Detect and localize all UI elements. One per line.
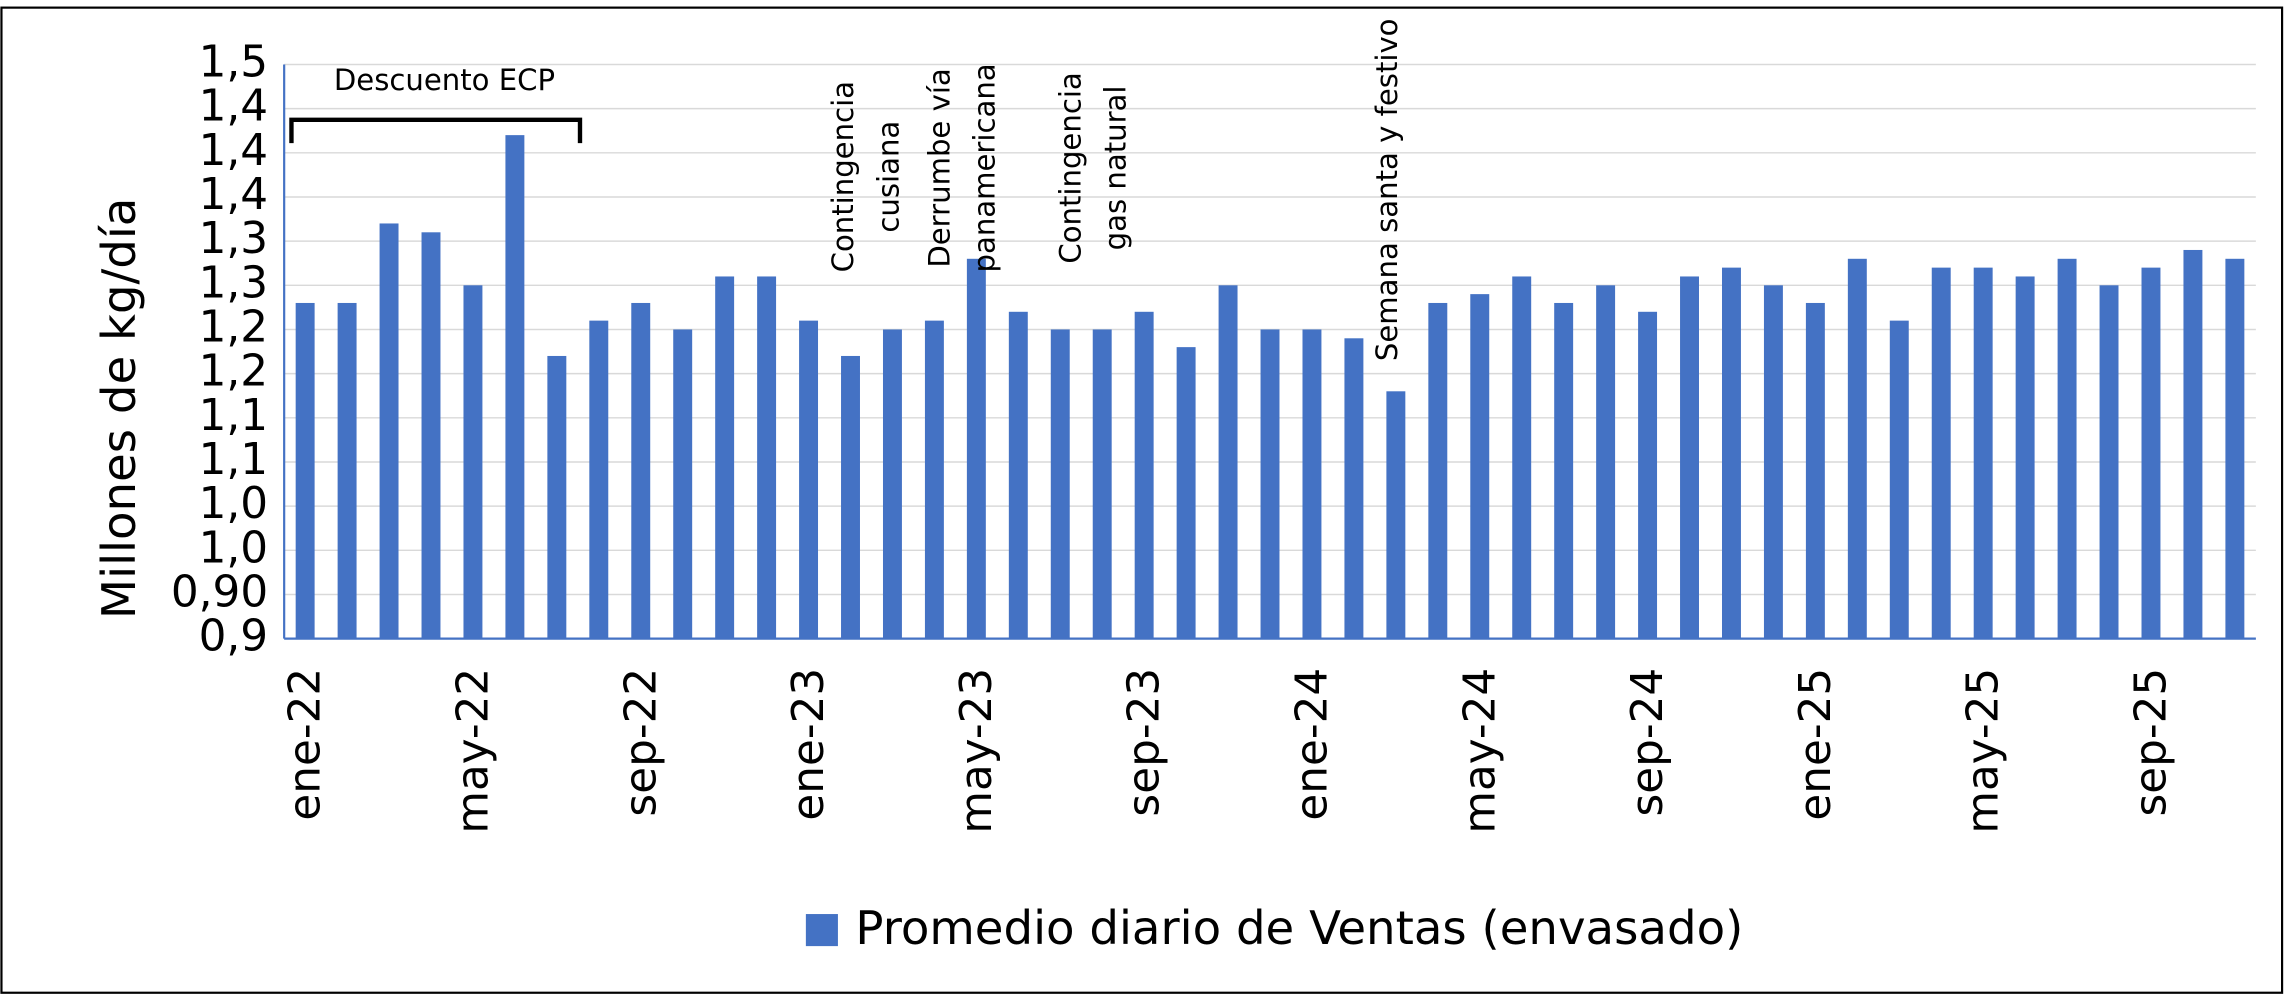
bar — [2099, 285, 2119, 639]
bar — [1302, 329, 1322, 639]
bar — [1721, 267, 1741, 639]
bar — [1763, 285, 1783, 639]
bar — [966, 258, 986, 639]
bracket — [289, 117, 583, 144]
x-tick-label: may-25 — [1958, 668, 2009, 834]
bar — [1134, 311, 1154, 639]
bar — [841, 355, 860, 639]
bar — [1638, 311, 1658, 639]
bar — [924, 320, 944, 639]
bar — [1470, 294, 1490, 639]
bar — [463, 285, 483, 639]
y-tick-label: 1,0 — [199, 478, 269, 529]
annotation: panamericana — [968, 63, 1002, 272]
annotation: Contingencia — [1054, 72, 1088, 263]
y-tick-label: 1,4 — [199, 125, 269, 176]
bar — [1008, 311, 1028, 639]
y-tick-label: 1,2 — [199, 346, 269, 397]
bar — [337, 302, 357, 639]
annotation: cusiana — [871, 121, 905, 233]
legend-swatch — [805, 914, 838, 947]
annotation: gas natural — [1099, 85, 1133, 250]
bar — [2141, 267, 2161, 639]
bar — [1050, 329, 1070, 639]
bar — [1218, 285, 1238, 639]
annotation: Contingencia — [826, 81, 860, 272]
bar — [421, 232, 441, 639]
bar — [379, 223, 399, 639]
bar — [1973, 267, 1993, 639]
legend-label: Promedio diario de Ventas (envasado) — [855, 901, 1743, 955]
y-axis-title: Millones de kg/día — [92, 198, 146, 620]
x-tick-label: ene-22 — [280, 668, 331, 821]
bar — [1386, 391, 1406, 639]
x-tick-label: sep-24 — [1622, 668, 1673, 817]
y-tick-label: 1,3 — [199, 213, 269, 264]
bar — [1554, 302, 1574, 639]
y-tick-label: 0,9 — [199, 611, 269, 662]
bar — [2225, 258, 2245, 639]
chart-border — [0, 6, 2284, 994]
bar — [2057, 258, 2077, 639]
y-tick-label: 1,1 — [199, 434, 269, 485]
bar — [1344, 338, 1364, 639]
bar — [1512, 276, 1532, 639]
bar — [589, 320, 609, 639]
y-tick-label: 1,1 — [199, 390, 269, 441]
y-tick-label: 1,4 — [199, 81, 269, 132]
annotation: Semana santa y festivo — [1370, 18, 1404, 361]
bar — [1889, 320, 1909, 639]
y-tick-label: 1,4 — [199, 169, 269, 220]
bar — [1847, 258, 1867, 639]
bar — [505, 135, 525, 639]
bar — [295, 302, 315, 639]
bar — [799, 320, 819, 639]
bar — [2015, 276, 2035, 639]
bar — [1260, 329, 1280, 639]
bar — [547, 355, 567, 639]
annotation: Derrumbe vía — [922, 68, 956, 267]
bar — [2183, 249, 2203, 639]
x-tick-label: may-23 — [951, 668, 1002, 834]
bar — [882, 329, 902, 639]
x-tick-label: sep-25 — [2126, 668, 2177, 817]
bar — [673, 329, 693, 639]
x-tick-label: may-24 — [1454, 668, 1505, 834]
y-tick-label: 0,90 — [171, 566, 268, 617]
x-tick-label: sep-23 — [1119, 668, 1170, 817]
bar — [715, 276, 735, 639]
bar — [1805, 302, 1825, 639]
x-tick-label: sep-22 — [615, 668, 666, 817]
bar — [1176, 347, 1196, 639]
bar — [757, 276, 777, 639]
bar — [1680, 276, 1699, 639]
y-tick-label: 1,0 — [199, 522, 269, 573]
annotation: Descuento ECP — [334, 63, 555, 97]
bar — [1596, 285, 1616, 639]
y-tick-label: 1,5 — [199, 36, 269, 87]
x-tick-label: ene-23 — [783, 668, 834, 821]
x-tick-label: ene-24 — [1287, 668, 1338, 821]
x-tick-label: may-22 — [448, 668, 499, 834]
bar — [1931, 267, 1951, 639]
bar — [1092, 329, 1112, 639]
y-tick-label: 1,3 — [199, 257, 269, 308]
bar — [1428, 302, 1448, 639]
y-tick-label: 1,2 — [199, 301, 269, 352]
bar — [631, 302, 651, 639]
x-tick-label: ene-25 — [1790, 668, 1841, 821]
